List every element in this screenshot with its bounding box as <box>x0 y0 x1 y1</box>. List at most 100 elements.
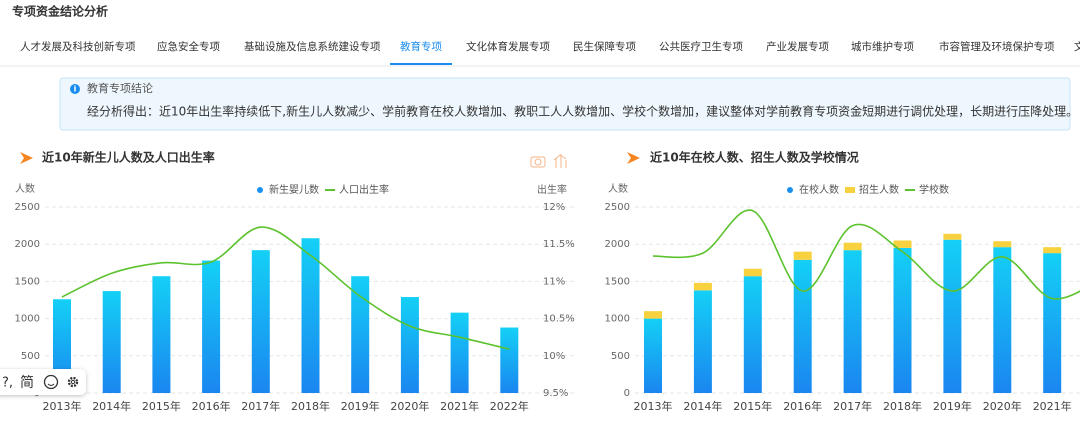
tab[interactable]: 公共医疗卫生专项 <box>659 40 743 53</box>
bar <box>251 250 270 393</box>
y-tick-label: 1000 <box>15 314 40 325</box>
ime-settings[interactable] <box>67 376 79 388</box>
tab[interactable]: 产业发展专项 <box>766 40 829 53</box>
legend-swatch <box>787 187 793 193</box>
y-axis-label: 人数 <box>608 182 628 195</box>
x-tick-label: 2017年 <box>833 399 872 413</box>
legend-swatch <box>845 187 855 193</box>
bar <box>1043 247 1062 254</box>
y2-tick-label: 12% <box>543 202 565 213</box>
ime-mode[interactable]: 简 <box>20 374 34 391</box>
notice-box <box>59 77 1071 131</box>
x-tick-label: 2019年 <box>933 399 972 413</box>
ime-toolbar[interactable] <box>0 369 86 395</box>
tab[interactable]: 文 <box>1074 40 1080 53</box>
ime-panel <box>0 369 86 395</box>
bar <box>943 239 962 393</box>
camera-icon[interactable] <box>530 156 546 168</box>
x-tick-label: 2021年 <box>1033 399 1072 413</box>
bar <box>993 247 1012 393</box>
tab[interactable]: 市容管理及环境保护专项 <box>939 40 1055 53</box>
tab[interactable]: 文化体育发展专项 <box>466 40 550 53</box>
x-tick-label: 2014年 <box>92 399 131 413</box>
chart-type-icon[interactable] <box>553 154 567 168</box>
page-title: 专项资金结论分析 <box>12 4 108 19</box>
bar <box>793 251 812 260</box>
bar <box>644 318 662 393</box>
ime-emoji-mouth <box>47 383 55 386</box>
y-tick-label: 2000 <box>15 239 40 250</box>
y-tick-label: 1000 <box>605 314 630 325</box>
bar <box>743 276 762 393</box>
bar <box>152 276 171 393</box>
bar <box>843 250 862 393</box>
x-tick-label: 2022年 <box>490 399 529 413</box>
legend-swatch <box>257 187 263 193</box>
x-tick-label: 2020年 <box>390 399 429 413</box>
bar <box>301 238 320 393</box>
bar <box>202 260 221 393</box>
notice-text: 经分析得出：近10年出生率持续低下,新生儿人数减少、学前教育在校人数增加、教职工… <box>87 104 1078 119</box>
y-tick-label: 2000 <box>605 239 630 250</box>
legend-label: 在校人数 <box>799 183 839 196</box>
legend-label: 招生人数 <box>859 183 899 196</box>
x-tick-label: 2016年 <box>192 399 231 413</box>
tab[interactable]: 基础设施及信息系统建设专项 <box>244 40 381 53</box>
y-tick-label: 2500 <box>605 202 630 213</box>
x-tick-label: 2018年 <box>291 399 330 413</box>
x-tick-label: 2013年 <box>43 399 82 413</box>
tab-active-underline <box>390 63 452 65</box>
bar <box>1043 253 1062 393</box>
bar <box>843 242 862 251</box>
tab-bar: 人才发展及科技创新专项 应急安全专项 基础设施及信息系统建设专项 教育专项 文化体育发展… <box>20 40 1080 65</box>
bar <box>500 327 519 393</box>
bar <box>693 282 712 291</box>
x-tick-label: 2017年 <box>241 399 280 413</box>
x-tick-label: 2019年 <box>341 399 380 413</box>
y2-axis-label: 出生率 <box>537 183 567 196</box>
bar <box>102 291 121 393</box>
tab[interactable]: 民生保障专项 <box>573 40 636 53</box>
ime-punct[interactable]: ?, <box>2 376 13 391</box>
y2-tick-label: 11% <box>543 276 565 287</box>
x-tick-label: 2016年 <box>783 399 822 413</box>
legend-label: 人口出生率 <box>339 183 389 196</box>
x-tick-label: 2013年 <box>634 399 673 413</box>
line-series <box>61 226 510 350</box>
y2-tick-label: 9.5% <box>543 388 568 399</box>
line-series <box>652 209 1080 300</box>
bar <box>693 290 712 393</box>
chart-tools[interactable] <box>530 154 567 168</box>
y-tick-label: 0 <box>624 388 630 399</box>
bar <box>993 241 1012 248</box>
tab[interactable]: 城市维护专项 <box>851 40 914 53</box>
x-tick-label: 2018年 <box>883 399 922 413</box>
bar <box>893 247 912 393</box>
title-arrow <box>20 152 33 164</box>
bar <box>743 268 762 277</box>
notice-title: 教育专项结论 <box>87 81 153 95</box>
bar <box>351 276 370 393</box>
y2-tick-label: 10% <box>543 351 565 362</box>
title-arrow <box>627 152 640 164</box>
x-tick-label: 2021年 <box>440 399 479 413</box>
y2-tick-label: 10.5% <box>543 314 575 325</box>
y-tick-label: 500 <box>611 351 630 362</box>
tab[interactable]: 人才发展及科技创新专项 <box>20 40 136 53</box>
ime-settings-core <box>70 379 76 385</box>
info-icon <box>70 84 80 94</box>
tab[interactable]: 教育专项 <box>400 40 442 53</box>
legend-label: 学校数 <box>919 183 949 196</box>
legend-label: 新生婴儿数 <box>269 183 319 196</box>
y-axis-label: 人数 <box>15 182 35 195</box>
tab[interactable]: 应急安全专项 <box>157 40 220 53</box>
y-tick-label: 1500 <box>605 276 630 287</box>
bar <box>893 240 912 248</box>
x-tick-label: 2015年 <box>142 399 181 413</box>
camera-lens <box>534 158 542 166</box>
y-tick-label: 500 <box>21 351 40 362</box>
bar <box>644 311 662 319</box>
ime-emoji[interactable] <box>43 374 59 390</box>
